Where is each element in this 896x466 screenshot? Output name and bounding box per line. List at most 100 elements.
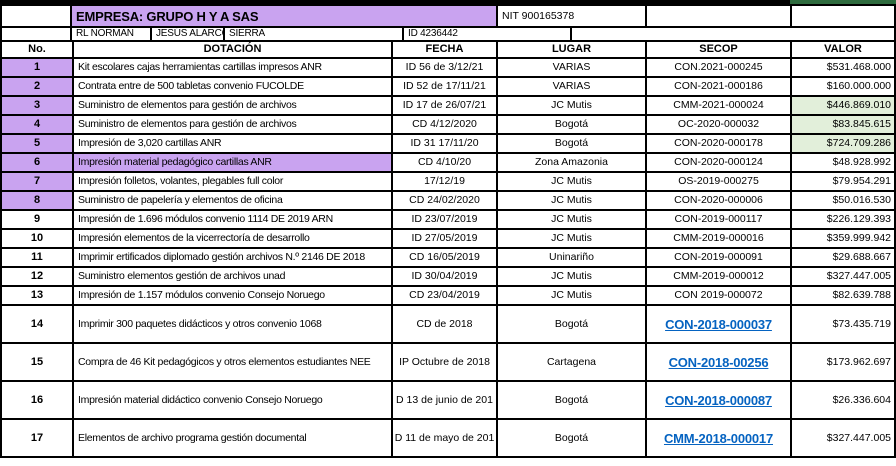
empty-cell — [2, 28, 70, 40]
cell-fecha: ID 30/04/2019 — [393, 268, 496, 285]
cell-valor: $359.999.942 — [792, 230, 894, 247]
cell-dotacion: Kit escolares cajas herramientas cartill… — [74, 59, 391, 76]
cell-no: 11 — [2, 249, 72, 266]
cell-fecha: ID 56 de 3/12/21 — [393, 59, 496, 76]
cell-fecha: ID 23/07/2019 — [393, 211, 496, 228]
secop-link[interactable]: CON-2018-00256 — [668, 354, 769, 370]
cell-no: 16 — [2, 382, 72, 418]
column-header-valor: VALOR — [792, 42, 894, 57]
secop-link[interactable]: CON-2018-000087 — [665, 392, 772, 408]
cell-secop: OC-2020-000032 — [647, 116, 790, 133]
cell-fecha: CD 16/05/2019 — [393, 249, 496, 266]
cell-valor: $226.129.393 — [792, 211, 894, 228]
column-header-no: No. — [2, 42, 72, 57]
cell-dotacion: Contrata entre de 500 tabletas convenio … — [74, 78, 391, 95]
company-name-cell: EMPRESA: GRUPO H Y A SAS — [72, 6, 496, 26]
legal-rep-row: RL NORMAN JESÚS ALARCÓN SIERRA ID 423644… — [0, 26, 896, 42]
cell-no: 4 — [2, 116, 72, 133]
cell-no: 8 — [2, 192, 72, 209]
cell-valor: $48.928.992 — [792, 154, 894, 171]
cell-lugar: VARIAS — [498, 78, 645, 95]
corner-empty-cell — [2, 6, 70, 26]
column-header-dotacion: DOTACIÓN — [74, 42, 391, 57]
cell-lugar: Bogotá — [498, 420, 645, 456]
empty-cell — [792, 6, 894, 26]
cell-valor: $173.962.697 — [792, 344, 894, 380]
cell-lugar: JC Mutis — [498, 173, 645, 190]
company-header-row: EMPRESA: GRUPO H Y A SAS NIT 900165378 — [0, 4, 896, 28]
column-header-fecha: FECHA — [393, 42, 496, 57]
cell-secop: CON.2021-000245 — [647, 59, 790, 76]
cell-fecha: CD 24/02/2020 — [393, 192, 496, 209]
cell-lugar: JC Mutis — [498, 211, 645, 228]
cell-valor: $724.709.286 — [792, 135, 894, 152]
cell-lugar: Uninariño — [498, 249, 645, 266]
cell-fecha: ID 27/05/2019 — [393, 230, 496, 247]
column-header-lugar: LUGAR — [498, 42, 645, 57]
cell-fecha: ID 52 de 17/11/21 — [393, 78, 496, 95]
cell-dotacion: Suministro de elementos para gestión de … — [74, 116, 391, 133]
cell-secop: OS-2019-000275 — [647, 173, 790, 190]
rep-first-name-cell: JESÚS ALARCÓN — [152, 28, 223, 40]
cell-valor: $29.688.667 — [792, 249, 894, 266]
cell-lugar: Bogotá — [498, 306, 645, 342]
cell-valor: $83.845.615 — [792, 116, 894, 133]
secop-link[interactable]: CON-2018-000037 — [665, 316, 772, 332]
rep-id-cell: ID 4236442 — [404, 28, 570, 40]
cell-fecha: IP Octubre de 2018 — [393, 344, 496, 380]
cell-valor: $26.336.604 — [792, 382, 894, 418]
cell-lugar: Bogotá — [498, 382, 645, 418]
cell-secop: CON 2019-000072 — [647, 287, 790, 304]
cell-secop: CMM-2021-000024 — [647, 97, 790, 114]
cell-dotacion: Suministro de papelería y elementos de o… — [74, 192, 391, 209]
cell-fecha: CD de 2018 — [393, 306, 496, 342]
cell-valor: $160.000.000 — [792, 78, 894, 95]
cell-valor: $531.468.000 — [792, 59, 894, 76]
cell-lugar: VARIAS — [498, 59, 645, 76]
cell-secop: CON-2020-000124 — [647, 154, 790, 171]
cell-valor: $327.447.005 — [792, 420, 894, 456]
cell-secop: CON-2018-000087 — [647, 382, 790, 418]
cell-valor: $79.954.291 — [792, 173, 894, 190]
cell-valor: $446.869.010 — [792, 97, 894, 114]
cell-valor: $82.639.788 — [792, 287, 894, 304]
cell-dotacion: Impresión folletos, volantes, plegables … — [74, 173, 391, 190]
cell-lugar: JC Mutis — [498, 230, 645, 247]
cell-lugar: Bogotá — [498, 116, 645, 133]
cell-no: 6 — [2, 154, 72, 171]
cell-no: 15 — [2, 344, 72, 380]
cell-dotacion: Impresión material pedagógico cartillas … — [74, 154, 391, 171]
rep-last-name-cell: SIERRA — [225, 28, 402, 40]
cell-dotacion: Impresión material didáctico convenio Co… — [74, 382, 391, 418]
cell-no: 14 — [2, 306, 72, 342]
cell-secop: CON-2021-000186 — [647, 78, 790, 95]
empty-cell — [572, 28, 894, 40]
cell-dotacion: Suministro de elementos para gestión de … — [74, 97, 391, 114]
cell-fecha: D 11 de mayo de 201 — [393, 420, 496, 456]
cell-secop: CON-2018-000037 — [647, 306, 790, 342]
cell-lugar: JC Mutis — [498, 97, 645, 114]
empty-cell — [647, 6, 790, 26]
cell-fecha: CD 4/10/20 — [393, 154, 496, 171]
cell-dotacion: Compra de 46 Kit pedagógicos y otros ele… — [74, 344, 391, 380]
cell-no: 1 — [2, 59, 72, 76]
green-row-strip — [790, 0, 896, 6]
cell-no: 3 — [2, 97, 72, 114]
cell-lugar: Cartagena — [498, 344, 645, 380]
cell-dotacion: Impresión de 1.157 módulos convenio Cons… — [74, 287, 391, 304]
cell-dotacion: Impresión de 3,020 cartillas ANR — [74, 135, 391, 152]
cell-no: 9 — [2, 211, 72, 228]
cell-fecha: 17/12/19 — [393, 173, 496, 190]
cell-lugar: JC Mutis — [498, 287, 645, 304]
cell-no: 7 — [2, 173, 72, 190]
rl-label-cell: RL NORMAN — [72, 28, 150, 40]
cell-secop: CMM-2019-000012 — [647, 268, 790, 285]
cell-fecha: CD 4/12/2020 — [393, 116, 496, 133]
cell-dotacion: Impresión de 1.696 módulos convenio 1114… — [74, 211, 391, 228]
secop-link[interactable]: CMM-2018-000017 — [663, 430, 773, 446]
cell-lugar: JC Mutis — [498, 268, 645, 285]
cell-dotacion: Imprimir 300 paquetes didácticos y otros… — [74, 306, 391, 342]
cell-secop: CON-2018-00256 — [647, 344, 790, 380]
top-border-strip — [0, 0, 792, 6]
cell-secop: CON-2019-000091 — [647, 249, 790, 266]
